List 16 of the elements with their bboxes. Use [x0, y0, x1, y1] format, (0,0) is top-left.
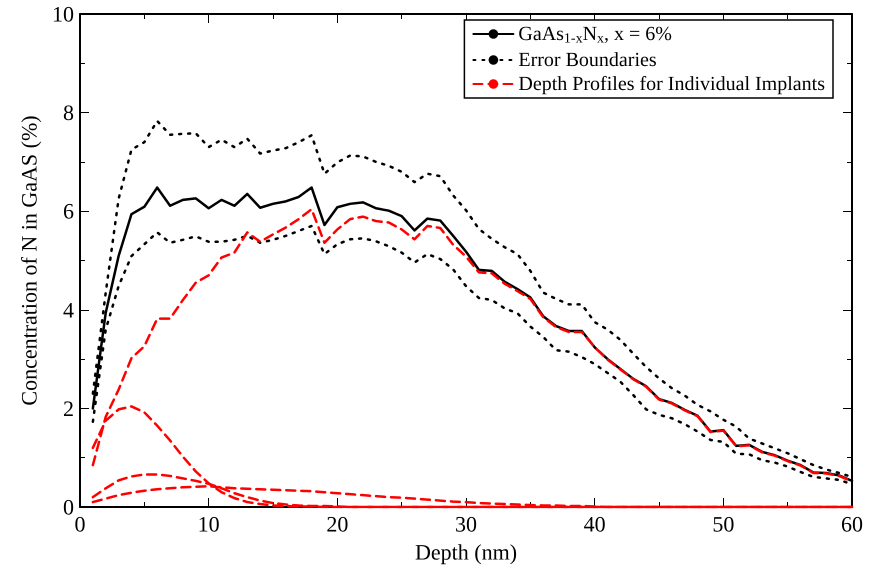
y-tick-label: 0	[63, 494, 74, 520]
y-tick-label: 2	[63, 396, 74, 421]
x-tick-label: 10	[198, 512, 220, 536]
y-tick-label: 4	[63, 297, 74, 322]
x-tick-label: 30	[455, 512, 477, 536]
x-tick-label: 40	[584, 512, 606, 536]
y-tick-label: 10	[52, 2, 74, 26]
x-tick-label: 50	[712, 512, 734, 536]
x-axis-title: Depth (nm)	[414, 540, 518, 564]
y-tick-label: 8	[63, 100, 74, 126]
y-tick-label: 6	[63, 198, 74, 224]
x-tick-label: 60	[841, 512, 863, 536]
legend-label: Error Boundaries	[518, 49, 657, 71]
legend-label: Depth Profiles for Individual Implants	[518, 73, 826, 95]
x-tick-label: 20	[326, 512, 348, 536]
y-axis-title: Concentration of N in GaAS (%)	[16, 115, 42, 406]
